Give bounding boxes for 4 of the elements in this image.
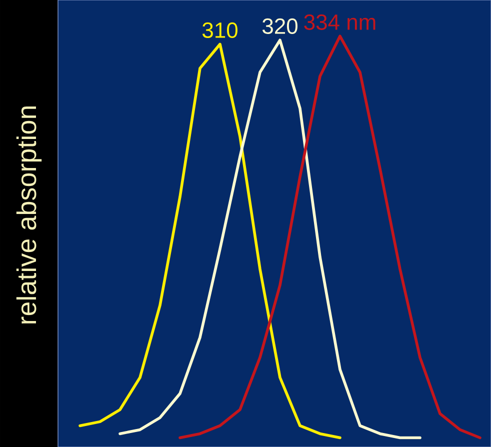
- series-label: 320: [262, 18, 298, 34]
- y-axis-title: relative absorption: [16, 106, 42, 324]
- series-label: 310: [202, 22, 238, 38]
- series-label: 334 nm: [304, 14, 376, 30]
